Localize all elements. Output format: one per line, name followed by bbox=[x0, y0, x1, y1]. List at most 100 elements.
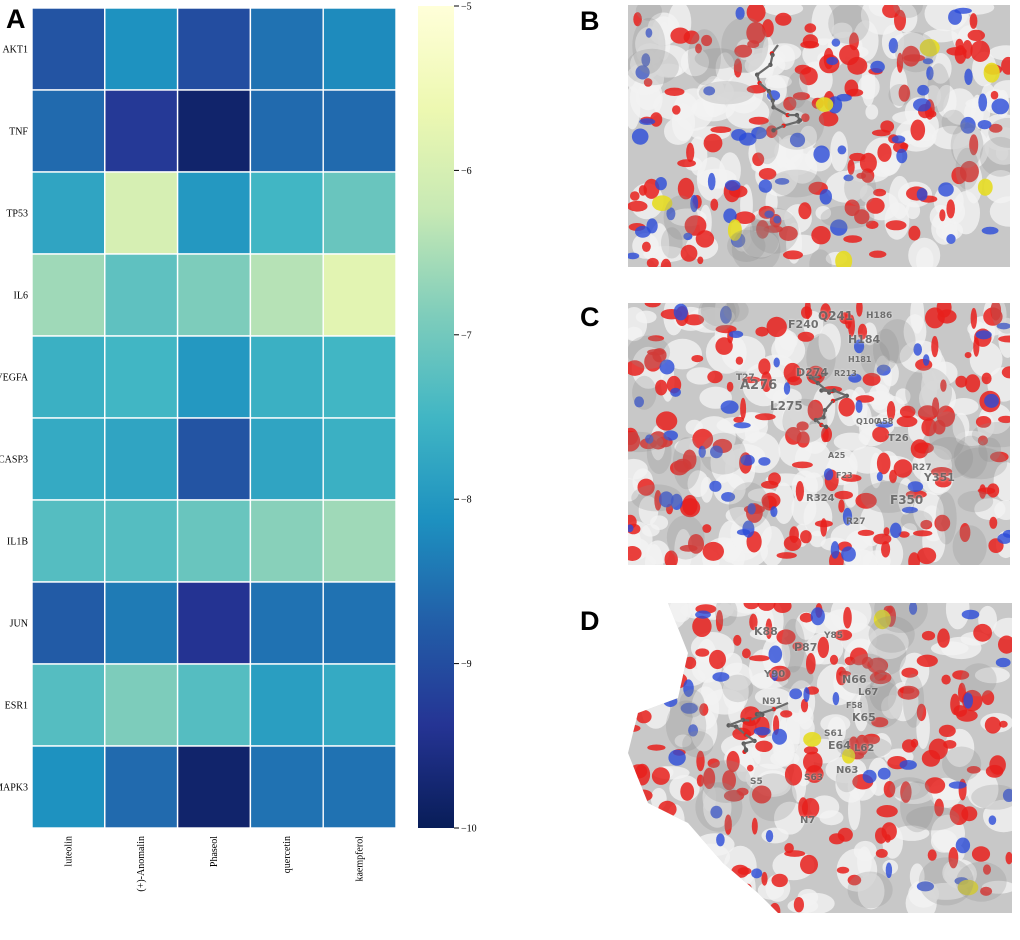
heatmap-cell-mapk3-3 bbox=[249, 745, 324, 829]
residue-label: A25 bbox=[828, 451, 846, 460]
residue-label: F58 bbox=[846, 701, 863, 710]
colorbar-tick-label: −7 bbox=[461, 330, 472, 341]
colorbar-tick-label: −6 bbox=[461, 166, 472, 177]
residue-label: L275 bbox=[770, 399, 803, 413]
heatmap-cell-tnf-1 bbox=[104, 89, 179, 173]
residue-label: S63 bbox=[804, 773, 824, 783]
protein-surface-image bbox=[628, 303, 1010, 565]
heatmap-cell-akt1-4 bbox=[322, 7, 397, 91]
heatmap-cell-akt1-3 bbox=[249, 7, 324, 91]
residue-label: K65 bbox=[852, 711, 876, 724]
heatmap-cell-jun-1 bbox=[104, 581, 179, 665]
heatmap-cell-tnf-0 bbox=[31, 89, 106, 173]
heatmap-cell-tnf-2 bbox=[176, 89, 252, 173]
heatmap-cell-mapk3-4 bbox=[322, 745, 397, 829]
residue-label: Y90 bbox=[764, 669, 786, 680]
heatmap-cell-il6-3 bbox=[249, 253, 324, 337]
residue-label: D274 bbox=[796, 366, 829, 379]
panel-letter-d: D bbox=[580, 606, 600, 636]
heatmap-cell-casp3-4 bbox=[322, 417, 397, 501]
heatmap-cell-vegfa-3 bbox=[249, 335, 324, 419]
row-label-casp3: CASP3 bbox=[0, 455, 28, 466]
heatmap-chart: AKT1 TNF TP53 IL6 VEGFA CASP3 IL1B JUN ESR1 MAPK3… bbox=[0, 2, 477, 892]
heatmap-cell-esr1-3 bbox=[249, 663, 324, 747]
heatmap-cell-vegfa-2 bbox=[176, 335, 252, 419]
heatmap-cell-casp3-1 bbox=[104, 417, 179, 501]
protein-surface-image bbox=[628, 5, 1010, 267]
residue-label: F240 bbox=[788, 318, 819, 331]
colorbar bbox=[418, 6, 454, 828]
heatmap-cell-il1b-3 bbox=[249, 499, 324, 583]
row-label-tnf: TNF bbox=[9, 127, 28, 138]
heatmap-cell-il1b-0 bbox=[31, 499, 106, 583]
residue-label: P87 bbox=[794, 641, 818, 654]
docking-surface-panel-d: K88 Y85 P87 N66 L67 Y90 N91 F58 K65 S61 E64 L62 N63 S… bbox=[628, 603, 1012, 913]
residue-label: H184 bbox=[848, 333, 881, 346]
row-label-esr1: ESR1 bbox=[5, 701, 28, 712]
residue-label: T26 bbox=[888, 433, 909, 444]
residue-label: N63 bbox=[836, 765, 859, 776]
heatmap-cell-il6-2 bbox=[176, 253, 252, 337]
heatmap-cell-il6-4 bbox=[322, 253, 397, 337]
residue-label: N66 bbox=[842, 673, 867, 686]
colorbar-ticks: −5 −6 −7 −8 −9 −10 bbox=[454, 2, 477, 835]
heatmap-cell-il6-1 bbox=[104, 253, 179, 337]
heatmap-cell-il1b-1 bbox=[104, 499, 179, 583]
heatmap-cell-jun-0 bbox=[31, 581, 106, 665]
heatmap-column-labels: luteolin (+)-Anomalin Phaseol quercetin kaem… bbox=[63, 836, 365, 892]
heatmap-cell-tp53-0 bbox=[31, 171, 106, 255]
heatmap-cell-casp3-2 bbox=[176, 417, 252, 501]
column-label-4: kaempferol bbox=[355, 836, 366, 882]
residue-label: R27 bbox=[912, 463, 932, 473]
residue-label: H186 bbox=[866, 311, 893, 321]
residue-label: Y85 bbox=[824, 631, 844, 641]
heatmap-cell-tnf-3 bbox=[249, 89, 324, 173]
residue-label: N91 bbox=[762, 697, 783, 707]
colorbar-tick-label: −9 bbox=[461, 659, 472, 670]
heatmap-cell-vegfa-0 bbox=[31, 335, 106, 419]
heatmap-cell-il1b-2 bbox=[176, 499, 252, 583]
residue-label: S5 bbox=[750, 777, 763, 787]
residue-label: L62 bbox=[854, 743, 875, 754]
heatmap-row-labels: AKT1 TNF TP53 IL6 VEGFA CASP3 IL1B JUN ESR1 MAPK3 bbox=[0, 45, 29, 794]
residue-label: T27 bbox=[736, 373, 755, 383]
row-label-tp53: TP53 bbox=[6, 209, 28, 220]
row-label-il1b: IL1B bbox=[7, 537, 28, 548]
residue-label: F350 bbox=[890, 493, 924, 507]
residue-label: Q241 bbox=[818, 309, 854, 323]
residue-label: R213 bbox=[834, 369, 857, 378]
column-label-2: Phaseol bbox=[209, 836, 220, 867]
residue-label: L67 bbox=[858, 687, 879, 698]
heatmap-cell-mapk3-0 bbox=[31, 745, 106, 829]
heatmap-cell-tp53-3 bbox=[249, 171, 324, 255]
heatmap-cell-casp3-0 bbox=[31, 417, 106, 501]
row-label-akt1: AKT1 bbox=[2, 45, 28, 56]
residue-label: F23 bbox=[836, 471, 853, 480]
panel-letter-a: A bbox=[6, 4, 26, 34]
heatmap-cell-jun-3 bbox=[249, 581, 324, 665]
colorbar-tick-label: −10 bbox=[461, 824, 477, 835]
heatmap-cell-jun-4 bbox=[322, 581, 397, 665]
residue-label: S61 bbox=[824, 729, 844, 739]
colorbar-tick-label: −5 bbox=[461, 2, 472, 13]
heatmap-cells bbox=[31, 7, 397, 829]
protein-surface-image bbox=[628, 603, 1012, 913]
heatmap-cell-tp53-1 bbox=[104, 171, 179, 255]
residue-label: A58 bbox=[876, 417, 894, 426]
panel-letter-b: B bbox=[580, 6, 600, 36]
residue-label: Q100 bbox=[856, 417, 880, 426]
panel-letter-c: C bbox=[580, 302, 600, 332]
residue-label: A276 bbox=[740, 378, 778, 393]
heatmap-cell-esr1-2 bbox=[176, 663, 252, 747]
residue-label: R324 bbox=[806, 493, 835, 504]
heatmap-cell-il1b-4 bbox=[322, 499, 397, 583]
heatmap-cell-vegfa-1 bbox=[104, 335, 179, 419]
heatmap-cell-esr1-1 bbox=[104, 663, 179, 747]
row-label-mapk3: MAPK3 bbox=[0, 783, 28, 794]
heatmap-cell-casp3-3 bbox=[249, 417, 324, 501]
heatmap-cell-mapk3-1 bbox=[104, 745, 179, 829]
residue-label: K88 bbox=[754, 625, 778, 638]
row-label-jun: JUN bbox=[10, 619, 28, 630]
colorbar-tick-label: −8 bbox=[461, 495, 472, 506]
heatmap-cell-vegfa-4 bbox=[322, 335, 397, 419]
